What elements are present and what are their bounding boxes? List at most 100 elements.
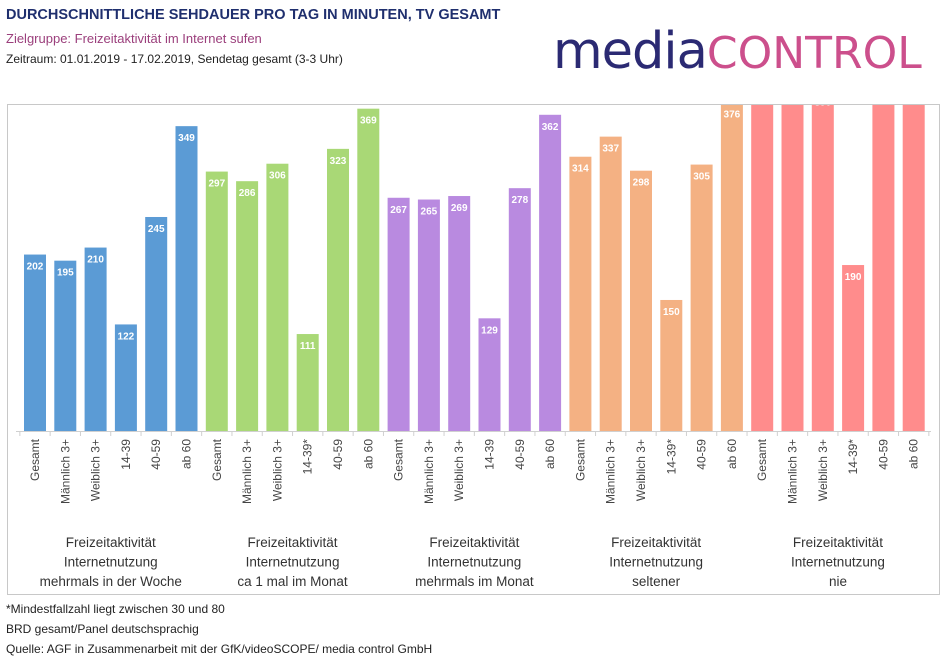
data-label: 390 [814, 105, 831, 108]
logo-control-text: CONTROL [706, 28, 922, 79]
category-tick-label: Männlich 3+ [240, 439, 254, 504]
data-label: 298 [633, 178, 650, 189]
chart-frame: 202 Gesamt 195 Männlich 3+ 210 Weiblich 3+ 122… [7, 104, 940, 595]
category-tick-label: Gesamt [755, 438, 769, 481]
data-label: 376 [724, 110, 741, 121]
group-label-line: Freizeitaktivität [429, 535, 519, 550]
data-label: 278 [511, 195, 528, 206]
bar [539, 114, 562, 431]
group-label-line: nie [829, 574, 847, 589]
category-tick-label: Männlich 3+ [786, 439, 800, 504]
bar [660, 299, 683, 431]
category-tick-label: 40-59 [876, 439, 890, 470]
bar [478, 318, 501, 431]
category-tick-label: Männlich 3+ [58, 439, 72, 504]
bar [448, 196, 471, 431]
group-label-line: mehrmals im Monat [415, 574, 534, 589]
data-label: 362 [542, 122, 559, 133]
group-label-line: Internetnutzung [791, 555, 885, 570]
category-tick-label: Weiblich 3+ [452, 439, 466, 501]
data-label: 202 [27, 262, 44, 273]
category-tick-label: 14-39 [483, 439, 497, 470]
bar [872, 105, 895, 431]
data-label: 265 [421, 207, 438, 218]
bar [175, 126, 198, 431]
group-label-line: Freizeitaktivität [793, 535, 883, 550]
category-tick-label: 40-59 [695, 439, 709, 470]
category-tick-label: Männlich 3+ [604, 439, 618, 504]
bar [630, 170, 652, 431]
category-tick-label: Weiblich 3+ [634, 439, 648, 501]
data-label: 306 [269, 171, 286, 182]
group-label-line: Internetnutzung [609, 555, 703, 570]
bar [842, 265, 865, 431]
category-tick-label: 40-59 [513, 439, 527, 470]
bar [417, 199, 440, 431]
category-tick-label: 14-39* [846, 439, 860, 475]
category-tick-label: ab 60 [543, 439, 557, 469]
category-tick-label: ab 60 [725, 439, 739, 469]
footnote-source: Quelle: AGF in Zusammenarbeit mit der Gf… [6, 642, 433, 656]
bar-chart: 202 Gesamt 195 Männlich 3+ 210 Weiblich 3+ 122… [16, 105, 931, 589]
category-tick-label: 14-39* [301, 439, 315, 475]
data-label: 349 [178, 133, 195, 144]
group-label-line: Freizeitaktivität [611, 535, 701, 550]
bar [296, 334, 319, 431]
data-label: 245 [148, 224, 165, 235]
bar [387, 197, 410, 431]
bar [902, 105, 925, 432]
data-label: 337 [602, 144, 619, 155]
data-label: 150 [663, 307, 680, 318]
data-label: 286 [239, 188, 256, 199]
category-tick-label: Weiblich 3+ [89, 439, 103, 501]
bar [357, 108, 380, 431]
category-tick-label: 40-59 [149, 439, 163, 470]
chart-title: DURCHSCHNITTLICHE SEHDAUER PRO TAG IN MI… [6, 7, 501, 23]
bar [24, 254, 46, 431]
category-tick-label: 14-39 [119, 439, 133, 470]
data-label: 111 [300, 341, 316, 352]
group-label-line: ca 1 mal im Monat [237, 574, 348, 589]
data-label: 122 [118, 331, 135, 342]
bar [690, 164, 713, 431]
category-tick-label: ab 60 [907, 439, 921, 469]
bar [327, 148, 349, 431]
bar [205, 171, 228, 431]
category-tick-label: Gesamt [392, 438, 406, 481]
category-tick-label: ab 60 [361, 439, 375, 469]
data-label: 129 [481, 325, 498, 336]
category-tick-label: 40-59 [331, 439, 345, 470]
footnote-min-case: *Mindestfallzahl liegt zwischen 30 und 8… [6, 602, 225, 616]
data-label: 323 [330, 156, 347, 167]
bar [781, 105, 804, 432]
group-label-line: Internetnutzung [427, 555, 521, 570]
group-label-line: mehrmals in der Woche [40, 574, 182, 589]
bar [84, 247, 107, 431]
bar [508, 188, 531, 431]
category-tick-label: Weiblich 3+ [270, 439, 284, 501]
data-label: 314 [572, 164, 589, 175]
group-label-line: Freizeitaktivität [66, 535, 156, 550]
group-label-line: Internetnutzung [246, 555, 340, 570]
target-group-subtitle: Zielgruppe: Freizeitaktivität im Interne… [6, 31, 262, 46]
media-control-logo: mediaCONTROL [553, 22, 922, 81]
bar [811, 105, 834, 432]
bar [569, 156, 592, 431]
bar [54, 260, 77, 431]
data-label: 269 [451, 203, 468, 214]
data-label: 267 [390, 205, 407, 216]
bar [751, 105, 774, 432]
category-tick-label: Männlich 3+ [422, 439, 436, 504]
data-label: 210 [87, 255, 104, 266]
group-label-line: Internetnutzung [64, 555, 158, 570]
category-tick-label: 14-39* [664, 439, 678, 475]
bar [114, 324, 137, 431]
category-tick-label: Weiblich 3+ [816, 439, 830, 501]
bar [145, 216, 168, 431]
bar [720, 105, 743, 432]
bar [236, 181, 259, 431]
category-tick-label: Gesamt [210, 438, 224, 481]
data-label: 305 [693, 172, 710, 183]
group-label-line: Freizeitaktivität [248, 535, 338, 550]
category-tick-label: Gesamt [28, 438, 42, 481]
